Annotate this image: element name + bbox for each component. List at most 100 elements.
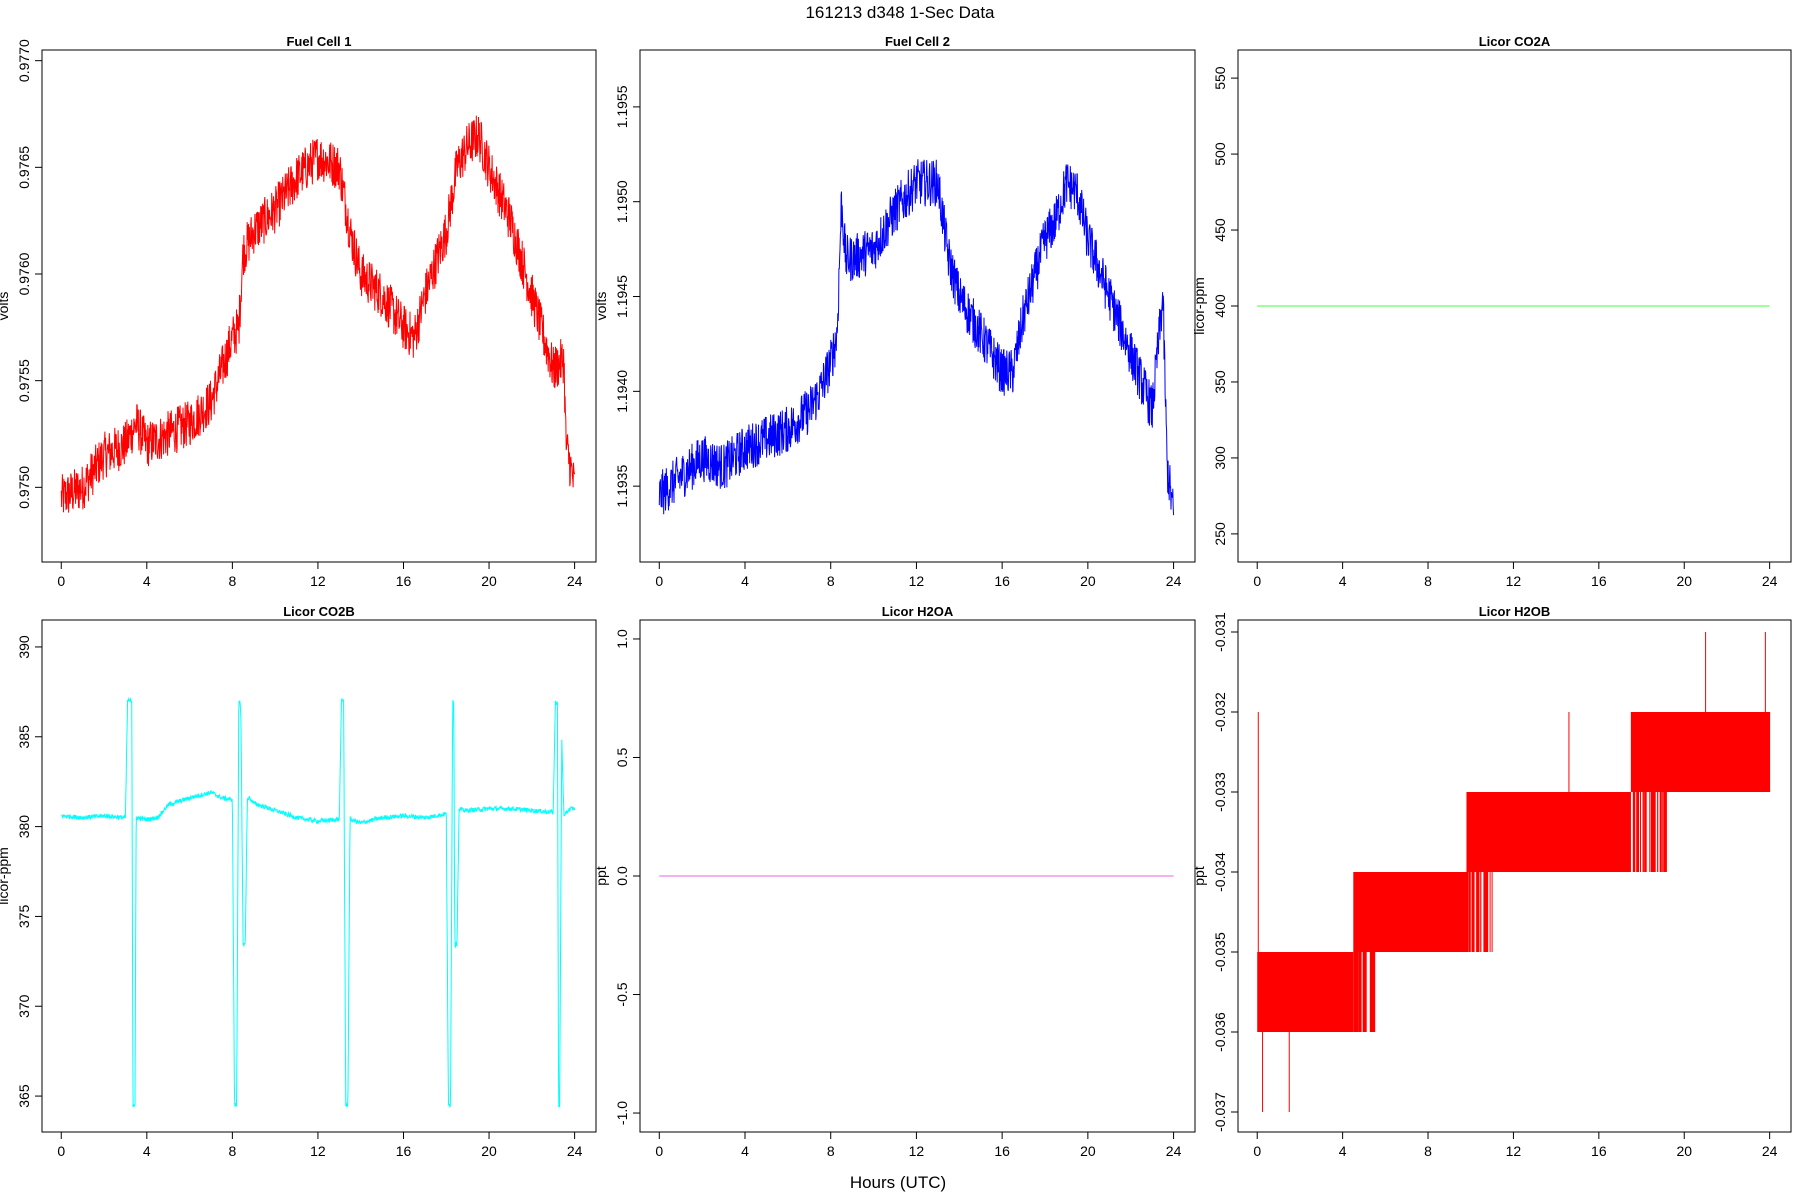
- x-tick-label: 4: [741, 1143, 749, 1159]
- x-tick-label: 24: [1166, 573, 1182, 589]
- panel-fuel-cell-1: Fuel Cell 1 volts 0 4 8 12 16 20 24 0.9750 0.9755 0…: [0, 34, 597, 589]
- step-band: [1630, 712, 1770, 792]
- x-tick-label: 12: [310, 1143, 326, 1159]
- plot-area: [658, 159, 1175, 516]
- x-tick-label: 16: [1591, 1143, 1607, 1159]
- x-tick-label: 4: [143, 1143, 151, 1159]
- y-tick-label: -0.5: [614, 982, 630, 1006]
- panel-licor-h2oa: Licor H2OA ppt 0 4 8 12 16 20 24 -1.0 -0.5 0.0 0.5 1.…: [593, 604, 1196, 1159]
- y-tick-label: 1.1945: [614, 275, 630, 318]
- step-band: [1466, 792, 1631, 872]
- y-tick-label: 0.5: [614, 748, 630, 768]
- x-tick-label: 20: [1676, 1143, 1692, 1159]
- step-band: [1353, 872, 1467, 952]
- panel-licor-co2a: Licor CO2A licor-ppm 0 4 8 12 16 20 24 250 300 350 4…: [1191, 34, 1792, 589]
- plot-area: [60, 115, 576, 513]
- y-tick-label: 1.1955: [614, 85, 630, 128]
- plot-frame: [41, 619, 597, 1133]
- series-line: [60, 115, 576, 513]
- figure-title: 161213 d348 1-Sec Data: [805, 3, 995, 22]
- x-tick-label: 16: [396, 573, 412, 589]
- panels: Fuel Cell 1 volts 0 4 8 12 16 20 24 0.9750 0.9755 0…: [0, 34, 1792, 1159]
- x-tick-label: 8: [827, 1143, 835, 1159]
- x-tick-label: 20: [481, 1143, 497, 1159]
- x-tick-label: 16: [994, 573, 1010, 589]
- series-line: [61, 696, 576, 1109]
- y-tick-label: -1.0: [614, 1101, 630, 1125]
- y-tick-label: 390: [16, 635, 32, 659]
- y-tick-label: 1.1950: [614, 180, 630, 223]
- y-tick-label: 0.0: [614, 866, 630, 886]
- x-tick-label: 20: [1080, 573, 1096, 589]
- y-tick-label: 1.1935: [614, 465, 630, 508]
- x-tick-label: 20: [1676, 573, 1692, 589]
- x-tick-label: 16: [396, 1143, 412, 1159]
- x-tick-label: 24: [1166, 1143, 1182, 1159]
- x-tick-label: 8: [228, 573, 236, 589]
- y-axis-label: licor-ppm: [1191, 277, 1207, 335]
- plot-frame: [1237, 619, 1792, 1133]
- x-tick-label: 24: [1762, 1143, 1778, 1159]
- x-tick-label: 4: [143, 573, 151, 589]
- x-tick-label: 16: [994, 1143, 1010, 1159]
- x-tick-label: 24: [567, 1143, 583, 1159]
- y-tick-label: 375: [16, 905, 32, 929]
- y-tick-label: 0.9755: [16, 359, 32, 402]
- x-tick-label: 4: [1339, 1143, 1347, 1159]
- x-tick-label: 12: [1506, 573, 1522, 589]
- x-tick-label: 24: [567, 573, 583, 589]
- x-tick-label: 8: [1424, 1143, 1432, 1159]
- x-tick-label: 12: [909, 1143, 925, 1159]
- plot-area: [1257, 632, 1771, 1112]
- x-tick-label: 4: [741, 573, 749, 589]
- plot-frame: [639, 49, 1196, 563]
- y-tick-label: 300: [1212, 446, 1228, 470]
- y-axis-label: licor-ppm: [0, 847, 11, 905]
- y-tick-label: 380: [16, 815, 32, 839]
- panel-title: Licor CO2B: [283, 604, 355, 619]
- x-tick-label: 8: [228, 1143, 236, 1159]
- y-tick-label: -0.034: [1212, 852, 1228, 892]
- x-tick-label: 0: [57, 573, 65, 589]
- x-tick-label: 0: [57, 1143, 65, 1159]
- x-tick-label: 12: [1506, 1143, 1522, 1159]
- y-tick-label: 0.9760: [16, 252, 32, 295]
- series-line: [658, 159, 1175, 516]
- y-tick-label: 550: [1212, 66, 1228, 90]
- y-tick-label: 1.0: [614, 629, 630, 649]
- y-tick-label: -0.031: [1212, 612, 1228, 652]
- y-tick-label: 0.9765: [16, 146, 32, 189]
- x-tick-label: 12: [310, 573, 326, 589]
- panel-title: Licor CO2A: [1479, 34, 1551, 49]
- x-tick-label: 0: [1253, 573, 1261, 589]
- y-tick-label: -0.037: [1212, 1092, 1228, 1132]
- x-tick-label: 24: [1762, 573, 1778, 589]
- panel-title: Licor H2OB: [1479, 604, 1551, 619]
- y-tick-label: 0.9750: [16, 466, 32, 509]
- x-tick-label: 20: [481, 573, 497, 589]
- y-tick-label: -0.036: [1212, 1012, 1228, 1052]
- x-tick-label: 4: [1339, 573, 1347, 589]
- y-tick-label: -0.033: [1212, 772, 1228, 812]
- y-tick-label: 400: [1212, 294, 1228, 318]
- y-tick-label: 350: [1212, 370, 1228, 394]
- y-tick-label: 500: [1212, 142, 1228, 166]
- y-tick-label: -0.035: [1212, 932, 1228, 972]
- y-tick-label: 1.1940: [614, 370, 630, 413]
- panel-title: Licor H2OA: [882, 604, 954, 619]
- y-tick-label: 385: [16, 725, 32, 749]
- panel-licor-h2ob: Licor H2OB ppt 0 4 8 12 16 20 24 -0.037 -0.036 -0.0…: [1191, 604, 1792, 1159]
- y-axis-label: ppt: [1191, 866, 1207, 886]
- y-axis-label: volts: [593, 292, 609, 321]
- transition-spikes: [1341, 712, 1771, 1032]
- x-tick-label: 12: [909, 573, 925, 589]
- panel-fuel-cell-2: Fuel Cell 2 volts 0 4 8 12 16 20 24 1.1935 1.1940 1…: [593, 34, 1196, 589]
- y-axis-label: ppt: [593, 866, 609, 886]
- y-tick-label: 250: [1212, 522, 1228, 546]
- panel-title: Fuel Cell 1: [286, 34, 351, 49]
- plot-frame: [41, 49, 597, 563]
- panel-licor-co2b: Licor CO2B licor-ppm 0 4 8 12 16 20 24 365 370 375 3…: [0, 604, 597, 1159]
- y-tick-label: 450: [1212, 218, 1228, 242]
- panel-title: Fuel Cell 2: [885, 34, 950, 49]
